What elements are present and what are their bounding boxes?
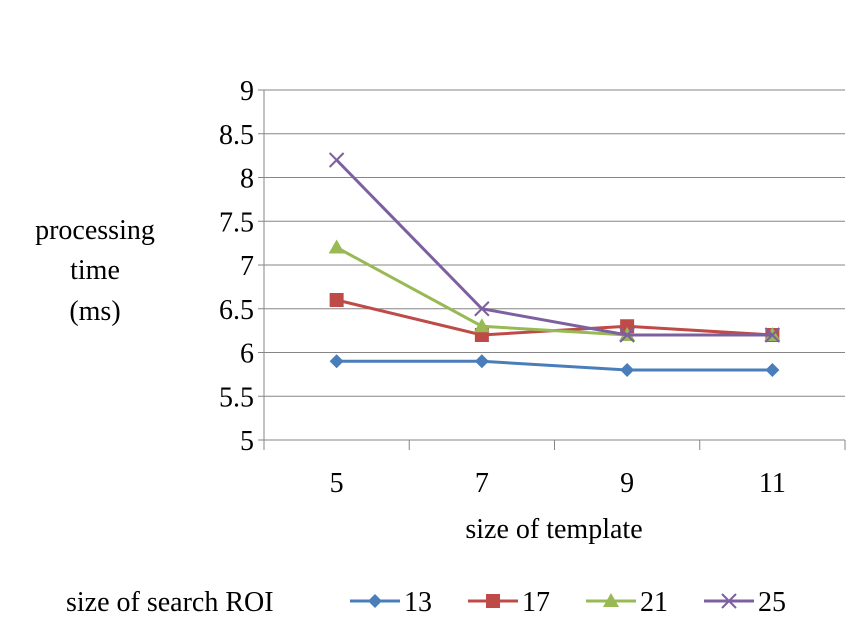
data-point — [474, 301, 490, 317]
y-tick-label: 6.5 — [219, 295, 254, 326]
x-tick-label: 5 — [330, 468, 344, 499]
axes — [258, 89, 846, 450]
data-point — [619, 327, 635, 343]
y-tick-label: 5 — [240, 426, 254, 457]
y-axis-title-line-1: processing — [35, 215, 155, 246]
y-axis-title: processing time (ms) — [35, 215, 155, 327]
legend-label: 13 — [404, 587, 432, 618]
series-25 — [328, 152, 781, 343]
y-tick-label: 8.5 — [219, 120, 254, 151]
series-line — [335, 158, 773, 337]
gridlines — [264, 89, 845, 397]
data-point — [474, 354, 489, 369]
x-tick-label: 11 — [759, 468, 786, 499]
legend-item-13: 13 — [350, 587, 432, 618]
y-tick-label: 8 — [240, 164, 254, 195]
x-axis-title: size of template — [465, 514, 642, 545]
legend-label: 17 — [522, 587, 550, 618]
y-tick-label: 6 — [240, 339, 254, 370]
legend-item-17: 17 — [468, 587, 550, 618]
legend-label: 21 — [640, 587, 668, 618]
y-tick-label: 7.5 — [219, 207, 254, 238]
series-lines — [328, 152, 781, 377]
x-tick-label: 7 — [475, 468, 489, 499]
legend-marker — [486, 594, 500, 608]
y-tick-label: 5.5 — [219, 382, 254, 413]
series-13 — [329, 354, 780, 377]
y-axis-title-line-3: (ms) — [69, 296, 120, 327]
legend-item-21: 21 — [586, 587, 668, 618]
y-axis-title-line-2: time — [70, 255, 120, 286]
data-point — [620, 363, 635, 377]
y-tick-labels: 5 5.5 6 6.5 7 7.5 8 8.5 9 — [219, 76, 254, 457]
data-point — [473, 318, 490, 333]
legend-marker — [368, 594, 382, 608]
series-line — [336, 359, 773, 372]
y-tick-label: 7 — [240, 251, 254, 282]
legend-marker — [603, 593, 619, 607]
legend-label: 25 — [758, 587, 786, 618]
legend-title: size of search ROI — [66, 587, 274, 618]
x-tick-label: 9 — [620, 468, 634, 499]
data-point — [620, 319, 635, 334]
legend: size of search ROI 13 17 21 25 — [66, 587, 786, 618]
data-point — [329, 354, 344, 369]
data-point — [764, 327, 781, 343]
data-point — [328, 152, 345, 168]
data-point — [328, 239, 345, 254]
data-point — [765, 363, 780, 377]
series-21 — [328, 239, 781, 341]
y-tick-label: 9 — [240, 76, 254, 107]
data-point — [329, 293, 344, 307]
legend-item-25: 25 — [704, 587, 786, 618]
x-tick-labels: 5 7 9 11 — [330, 468, 786, 499]
legend-marker — [721, 593, 737, 609]
